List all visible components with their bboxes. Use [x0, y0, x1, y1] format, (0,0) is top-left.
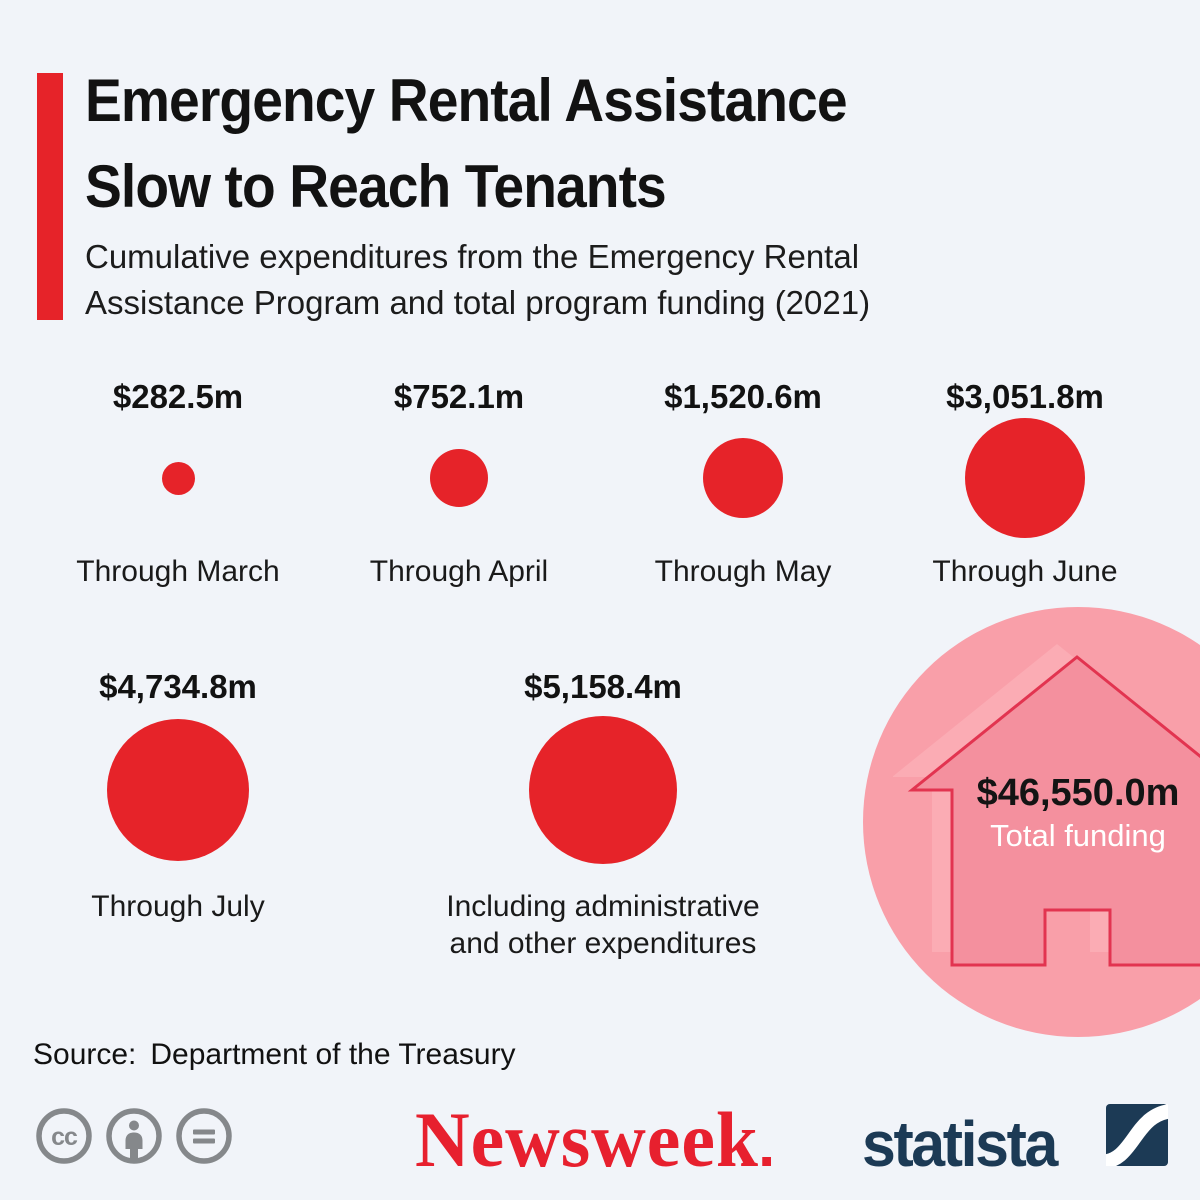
- license-icons: cc: [35, 1107, 233, 1165]
- subtitle-line-2: Assistance Program and total program fun…: [85, 284, 871, 321]
- total-funding-label: Total funding: [990, 818, 1166, 853]
- source-line: Source: Department of the Treasury: [33, 1038, 516, 1072]
- cc-icon: cc: [36, 1108, 92, 1164]
- newsweek-logo-text: Newsweek: [415, 1096, 759, 1183]
- bubble-circle: [107, 719, 249, 861]
- bubble-circle: [529, 716, 677, 864]
- bubble-value: $3,051.8m: [946, 378, 1104, 415]
- statista-logo-text: statista: [862, 1108, 1058, 1180]
- title-line-1: Emergency Rental Assistance: [85, 67, 848, 134]
- bubble-caption: Including administrative and other expend…: [446, 890, 760, 960]
- title-line-2: Slow to Reach Tenants: [85, 153, 667, 220]
- subtitle-line-1: Cumulative expenditures from the Emergen…: [85, 238, 860, 275]
- page-subtitle: Cumulative expenditures from the Emergen…: [85, 234, 1045, 326]
- bubble-value: $752.1m: [393, 378, 525, 415]
- bubble-circle: [703, 438, 783, 518]
- bubble-value: $5,158.4m: [524, 668, 682, 705]
- total-funding-value: $46,550.0m: [976, 772, 1180, 814]
- bubble-value: $282.5m: [112, 378, 244, 415]
- source-value: Department of the Treasury: [150, 1038, 516, 1071]
- house-icon: [893, 644, 1200, 967]
- bubble-caption: Through June: [932, 555, 1118, 588]
- title-accent-bar: [37, 73, 63, 320]
- source-label: Source:: [33, 1038, 137, 1071]
- page-title: Emergency Rental Assistance Slow to Reach…: [85, 58, 1005, 230]
- bubble-value: $1,520.6m: [664, 378, 822, 415]
- statista-square-icon: [1106, 1104, 1168, 1166]
- bubble-value: $4,734.8m: [99, 668, 257, 705]
- house-shape: [907, 655, 1200, 967]
- bubble-circle: [965, 418, 1085, 538]
- bubble-caption: Through April: [369, 555, 549, 588]
- statista-logo: statista: [862, 1112, 1058, 1176]
- bubble-caption: Through May: [654, 555, 832, 588]
- newsweek-logo: Newsweek: [415, 1100, 771, 1180]
- bubble-circle: [161, 461, 195, 495]
- bubble-caption: Through July: [91, 890, 265, 923]
- no-derivatives-icon: [176, 1108, 232, 1164]
- bubble-circle: [430, 449, 488, 507]
- attribution-icon: [106, 1108, 162, 1164]
- bubble-caption: Through March: [76, 555, 280, 588]
- svg-text:cc: cc: [51, 1123, 78, 1151]
- newsweek-dot: [761, 1157, 771, 1166]
